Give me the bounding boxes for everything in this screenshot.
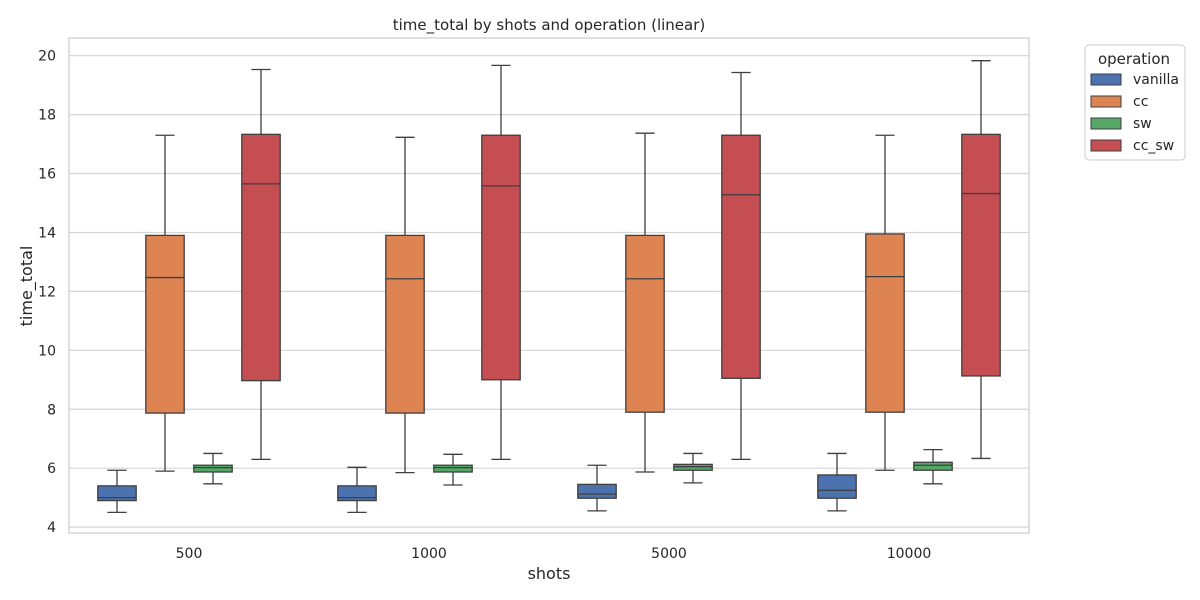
box-cc_sw-500 xyxy=(241,133,281,382)
box-sw-500 xyxy=(193,464,233,473)
y-tick-label: 20 xyxy=(38,49,56,65)
box-cc_sw-5000 xyxy=(721,134,761,379)
box-cc-1000 xyxy=(385,234,425,414)
legend: operation vanilla cc sw cc_sw xyxy=(1084,44,1186,161)
y-tick-label: 8 xyxy=(47,402,56,418)
legend-title: operation xyxy=(1098,50,1170,68)
legend-items: vanilla cc sw cc_sw xyxy=(1090,72,1179,154)
y-tick-label: 12 xyxy=(38,284,56,300)
box-vanilla-500 xyxy=(97,485,137,502)
x-tick-label: 10000 xyxy=(887,546,932,562)
x-tick-label: 500 xyxy=(176,546,203,562)
y-axis-title: time_total xyxy=(17,246,37,327)
grid-layer xyxy=(69,55,1029,528)
y-tick-label: 14 xyxy=(38,225,56,241)
y-tick-label: 10 xyxy=(38,343,56,359)
legend-label-vanilla: vanilla xyxy=(1133,72,1179,88)
box-cc-500 xyxy=(145,234,185,414)
box-sw-10000 xyxy=(913,461,953,471)
box-cc_sw-1000 xyxy=(481,134,521,381)
legend-label-cc: cc xyxy=(1133,94,1148,110)
box-vanilla-10000 xyxy=(817,474,857,499)
y-tick-label: 4 xyxy=(47,520,56,536)
x-axis-title: shots xyxy=(528,564,571,583)
x-tick-label: 1000 xyxy=(411,546,447,562)
axis-layer: 4 6 8 10 12 14 16 18 20 500 1000 5000 10000 xyxy=(38,49,931,562)
plot-frame xyxy=(68,37,1030,534)
legend-label-sw: sw xyxy=(1133,116,1152,132)
legend-swatch-cc xyxy=(1090,95,1122,108)
box-vanilla-1000 xyxy=(337,485,377,502)
legend-swatch-cc_sw xyxy=(1090,139,1122,152)
box-sw-1000 xyxy=(433,464,473,473)
legend-swatch-sw xyxy=(1090,117,1122,130)
legend-label-cc_sw: cc_sw xyxy=(1133,138,1174,154)
box-cc-5000 xyxy=(625,234,665,413)
chart-title: time_total by shots and operation (linea… xyxy=(393,16,706,35)
y-tick-label: 16 xyxy=(38,167,56,183)
box-cc-10000 xyxy=(865,233,905,413)
box-vanilla-5000 xyxy=(577,483,617,499)
y-tick-label: 18 xyxy=(38,108,56,124)
x-tick-label: 5000 xyxy=(651,546,687,562)
box-cc_sw-10000 xyxy=(961,133,1001,377)
box-layer xyxy=(97,60,1001,514)
legend-swatch-vanilla xyxy=(1090,73,1122,86)
y-tick-label: 6 xyxy=(47,461,56,477)
